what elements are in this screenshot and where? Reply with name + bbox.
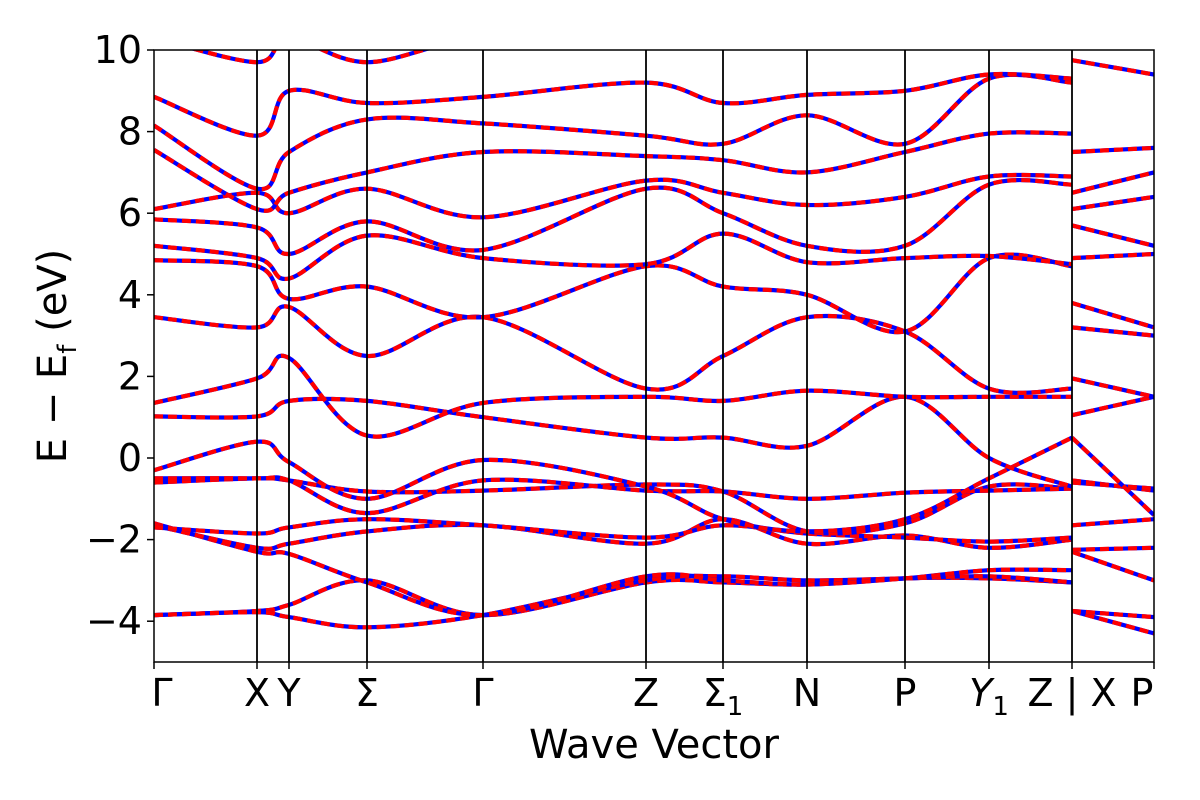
band-12-seg-1-red xyxy=(1071,251,1154,261)
band-7-seg-0-red xyxy=(154,435,1073,534)
band-11-seg-1-red xyxy=(1071,300,1154,330)
band-4-seg-1-blue xyxy=(1071,517,1154,528)
x-tick-label-0: Γ xyxy=(151,671,172,715)
band-9-seg-1-red xyxy=(1071,376,1154,399)
x-tick-label-6: Σ1 xyxy=(703,671,744,722)
band-8-seg-0-red xyxy=(154,394,1073,489)
x-tick-label-8: P xyxy=(894,671,917,715)
band-6-seg-0-red xyxy=(154,475,1073,516)
band-7-seg-1-red xyxy=(1070,436,1154,517)
y-tick-label-2: 0 xyxy=(118,436,142,480)
y-tick-label-0: −4 xyxy=(86,599,142,643)
y-tick-label-4: 4 xyxy=(118,273,142,317)
x-axis-ticks: Γ X Y Σ Γ Z Σ1 N P Y1 Z | X P xyxy=(151,662,1155,722)
x-tick-label-1: X xyxy=(244,671,270,715)
x-tick-label-5: Z xyxy=(633,671,659,715)
band-10-seg-1-blue xyxy=(1071,325,1154,338)
x-tick-label-7: N xyxy=(793,671,821,715)
x-tick-label-4: Γ xyxy=(472,671,493,715)
x-tick-label-10: Z | X xyxy=(1027,671,1116,716)
band-8-seg-1-red xyxy=(1071,394,1154,418)
band-14-seg-1-red xyxy=(1071,194,1154,212)
y-tick-label-1: −2 xyxy=(86,518,142,562)
band-14-seg-0-red xyxy=(154,172,1073,220)
band-6-seg-1-red xyxy=(1071,480,1154,491)
band-10-seg-0-red xyxy=(154,304,1073,395)
x-tick-label-3: Σ xyxy=(355,671,379,715)
band-18-seg-1-red xyxy=(1072,38,1154,42)
bands-layer xyxy=(154,38,1154,636)
y-tick-label-3: 2 xyxy=(118,354,142,398)
band-10-seg-1-red xyxy=(1071,325,1154,338)
y-tick-label-5: 6 xyxy=(118,191,142,235)
band-3-seg-1-red xyxy=(1071,545,1154,552)
band-3-seg-1-blue xyxy=(1071,545,1154,552)
band-13-seg-0-red xyxy=(154,178,1073,257)
band-11-seg-0-red xyxy=(154,252,1073,335)
band-2-seg-1-red xyxy=(1071,549,1154,583)
band-1-seg-1-red xyxy=(1071,608,1154,620)
band-16-seg-1-blue xyxy=(1071,145,1154,155)
x-tick-label-11: P xyxy=(1131,671,1154,715)
band-16-seg-0-red xyxy=(154,72,1073,192)
band-1-seg-0-red xyxy=(154,573,1073,630)
band-15-seg-1-red xyxy=(1071,170,1154,195)
x-axis-title: Wave Vector xyxy=(529,722,780,768)
band-13-seg-1-red xyxy=(1071,223,1154,248)
band-9-seg-0-blue xyxy=(154,353,1072,439)
band-4-seg-1-red xyxy=(1071,517,1154,528)
y-tick-label-6: 8 xyxy=(118,110,142,154)
kpoint-lines xyxy=(256,50,1073,662)
y-axis-title-subscript: f xyxy=(53,344,83,354)
band-12-seg-0-red xyxy=(154,231,1073,282)
y-tick-label-7: 10 xyxy=(94,28,142,72)
band-12-seg-1-blue xyxy=(1071,251,1154,261)
y-axis-ticks: −4 −2 0 2 4 6 8 10 xyxy=(86,28,154,643)
y-axis-title-main: E − E xyxy=(30,354,76,464)
band-16-seg-1-red xyxy=(1071,145,1154,155)
band-9-seg-0-red xyxy=(154,353,1072,439)
x-tick-label-2: Y xyxy=(276,671,301,715)
band-17-seg-1-red xyxy=(1071,58,1154,77)
band-17-seg-0-blue xyxy=(154,71,1073,138)
band-2-seg-0-red xyxy=(154,521,1073,618)
band-3-seg-0-red xyxy=(154,517,1073,551)
plot-frame xyxy=(153,49,1155,663)
y-axis-title: E − Ef (eV) xyxy=(30,249,83,464)
band-18-seg-1-blue xyxy=(1072,38,1154,42)
x-tick-label-9: Y1 xyxy=(969,671,1009,722)
y-axis-title-unit: (eV) xyxy=(30,249,76,345)
band-14-seg-0-blue xyxy=(154,172,1073,220)
